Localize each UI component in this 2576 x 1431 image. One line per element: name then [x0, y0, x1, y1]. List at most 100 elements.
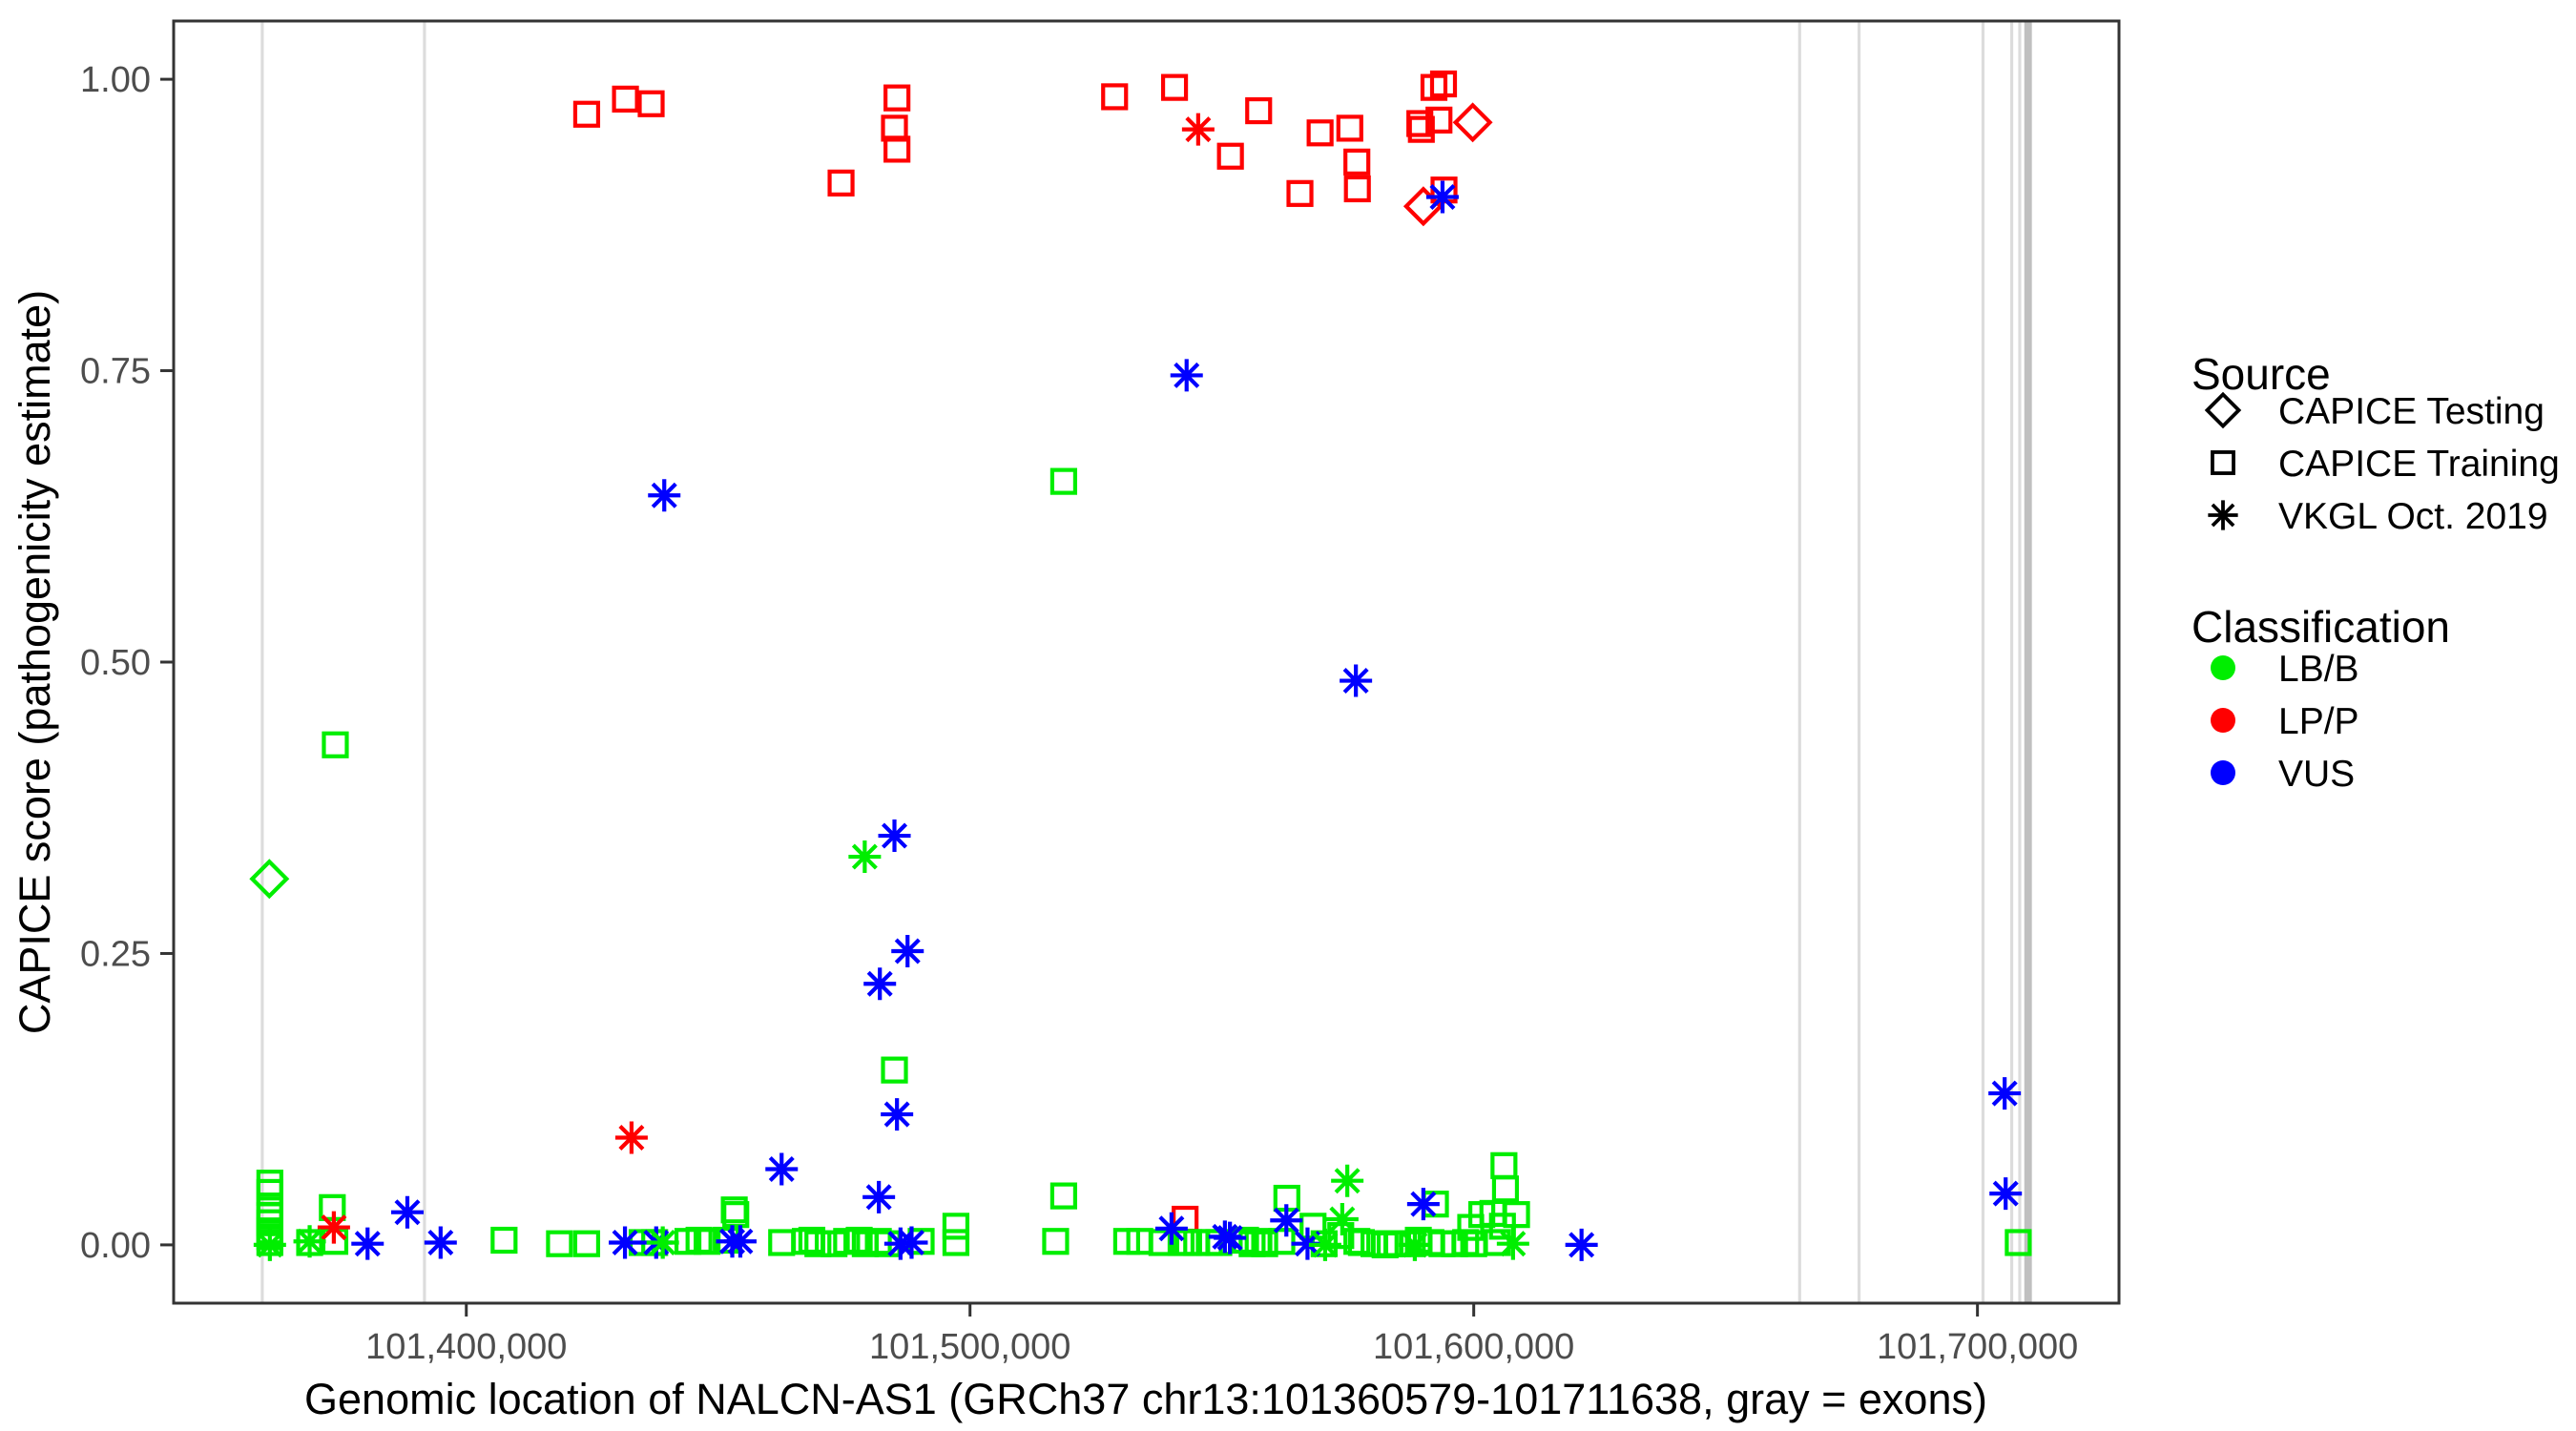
legend: Source CAPICE Testing CAPICE Training VK… [2192, 349, 2560, 795]
data-point-square [1503, 1201, 1530, 1229]
legend-source-markers [2204, 391, 2242, 530]
legend-item-vkgl-oct-2019: VKGL Oct. 2019 [2278, 496, 2548, 537]
data-points-layer [249, 70, 2032, 1261]
x-tick-label: 101,700,000 [1877, 1327, 2078, 1367]
exon-band [1981, 21, 1985, 1303]
data-point-square [572, 100, 601, 128]
data-point-asterisk [648, 479, 681, 512]
y-tick-label: 0.50 [80, 643, 151, 683]
data-point-asterisk [424, 1226, 457, 1259]
data-point-asterisk [1154, 1212, 1188, 1245]
data-point-asterisk [765, 1152, 799, 1186]
legend-source-title: Source [2192, 349, 2331, 399]
legend-item-lpp: LP/P [2278, 701, 2359, 742]
y-axis-title: CAPICE score (pathogenicity estimate) [10, 290, 59, 1034]
data-point-square [322, 731, 349, 758]
y-tick-label: 0.75 [80, 352, 151, 392]
data-point-square [1429, 70, 1458, 98]
data-point-asterisk [895, 1226, 928, 1259]
x-tick-label: 101,600,000 [1373, 1327, 1574, 1367]
data-point-square [490, 1226, 518, 1255]
data-point-asterisk [2208, 500, 2238, 530]
data-point-square [768, 1229, 796, 1256]
legend-classification-markers [2211, 655, 2235, 785]
data-point-square [1425, 106, 1453, 134]
plot-panel-border [172, 19, 2121, 1305]
exon-bands-layer [260, 21, 2032, 1303]
data-point-square [1286, 179, 1314, 207]
data-point-square [942, 1213, 970, 1240]
data-point-square [881, 1056, 908, 1084]
exon-band [1857, 21, 1861, 1303]
data-point-asterisk [1988, 1077, 2022, 1110]
data-point-asterisk [1270, 1204, 1303, 1237]
legend-color-dot [2211, 760, 2235, 785]
data-point-square [1216, 142, 1244, 170]
exon-band [2018, 21, 2022, 1303]
data-point-asterisk [1398, 1228, 1431, 1261]
data-point-asterisk [723, 1225, 757, 1258]
data-point-asterisk [351, 1227, 384, 1260]
legend-item-lbb: LB/B [2278, 649, 2359, 690]
exon-band [2009, 21, 2014, 1303]
data-point-square [1042, 1228, 1070, 1255]
data-point-square [1491, 1175, 1520, 1203]
data-point-asterisk [881, 1098, 914, 1131]
data-point-asterisk [862, 1180, 896, 1213]
exon-band [260, 21, 264, 1303]
legend-classification-title: Classification [2192, 602, 2450, 652]
data-point-asterisk [1989, 1177, 2023, 1211]
data-point-square [1251, 1230, 1278, 1257]
legend-item-capice-testing: CAPICE Testing [2278, 391, 2545, 432]
data-point-asterisk [614, 1121, 648, 1154]
data-point-square [883, 135, 911, 163]
data-point-asterisk [293, 1225, 326, 1258]
x-axis: 101,400,000 101,500,000 101,600,000 101,700… [365, 1304, 2078, 1367]
legend-color-dot [2211, 655, 2235, 680]
data-point-asterisk [1170, 359, 1203, 392]
data-point-square [883, 84, 911, 112]
y-tick-label: 1.00 [80, 60, 151, 100]
data-point-square [845, 1226, 873, 1255]
data-point-square [546, 1230, 573, 1257]
y-tick-label: 0.00 [80, 1226, 151, 1266]
y-axis: 0.00 0.25 0.50 0.75 1.00 [80, 60, 173, 1266]
data-point-square [827, 169, 855, 197]
legend-item-vus: VUS [2278, 754, 2355, 795]
data-point-square [1160, 73, 1189, 101]
data-point-square [1245, 96, 1273, 125]
data-point-square [942, 1229, 970, 1256]
data-point-diamond [2204, 391, 2242, 429]
data-point-asterisk [1325, 1203, 1359, 1236]
data-point-asterisk [1425, 180, 1459, 214]
data-point-asterisk [253, 1228, 286, 1261]
data-point-asterisk [848, 840, 882, 874]
legend-color-dot [2211, 708, 2235, 733]
data-point-asterisk [609, 1226, 642, 1259]
data-point-square [572, 1230, 601, 1257]
data-point-square [1343, 175, 1371, 203]
data-point-asterisk [1214, 1221, 1247, 1255]
data-point-diamond [249, 859, 290, 900]
data-point-square [1336, 114, 1363, 142]
data-point-asterisk [1308, 1228, 1341, 1261]
data-point-asterisk [317, 1211, 350, 1244]
data-point-square [1490, 1151, 1518, 1179]
data-point-square [612, 85, 639, 113]
data-point-asterisk [1291, 1227, 1324, 1260]
data-point-asterisk [1340, 664, 1373, 697]
data-point-square [2211, 450, 2235, 475]
data-point-square [1306, 119, 1334, 147]
data-point-asterisk [891, 935, 924, 968]
data-point-square [1101, 83, 1129, 111]
data-point-square [722, 1201, 750, 1229]
x-tick-label: 101,500,000 [869, 1327, 1070, 1367]
exon-band [1797, 21, 1801, 1303]
x-tick-label: 101,400,000 [365, 1327, 567, 1367]
data-point-asterisk [1496, 1227, 1529, 1260]
data-point-asterisk [646, 1226, 679, 1259]
data-point-asterisk [1406, 1188, 1440, 1221]
data-point-square [1343, 148, 1371, 176]
data-point-asterisk [1181, 113, 1215, 146]
